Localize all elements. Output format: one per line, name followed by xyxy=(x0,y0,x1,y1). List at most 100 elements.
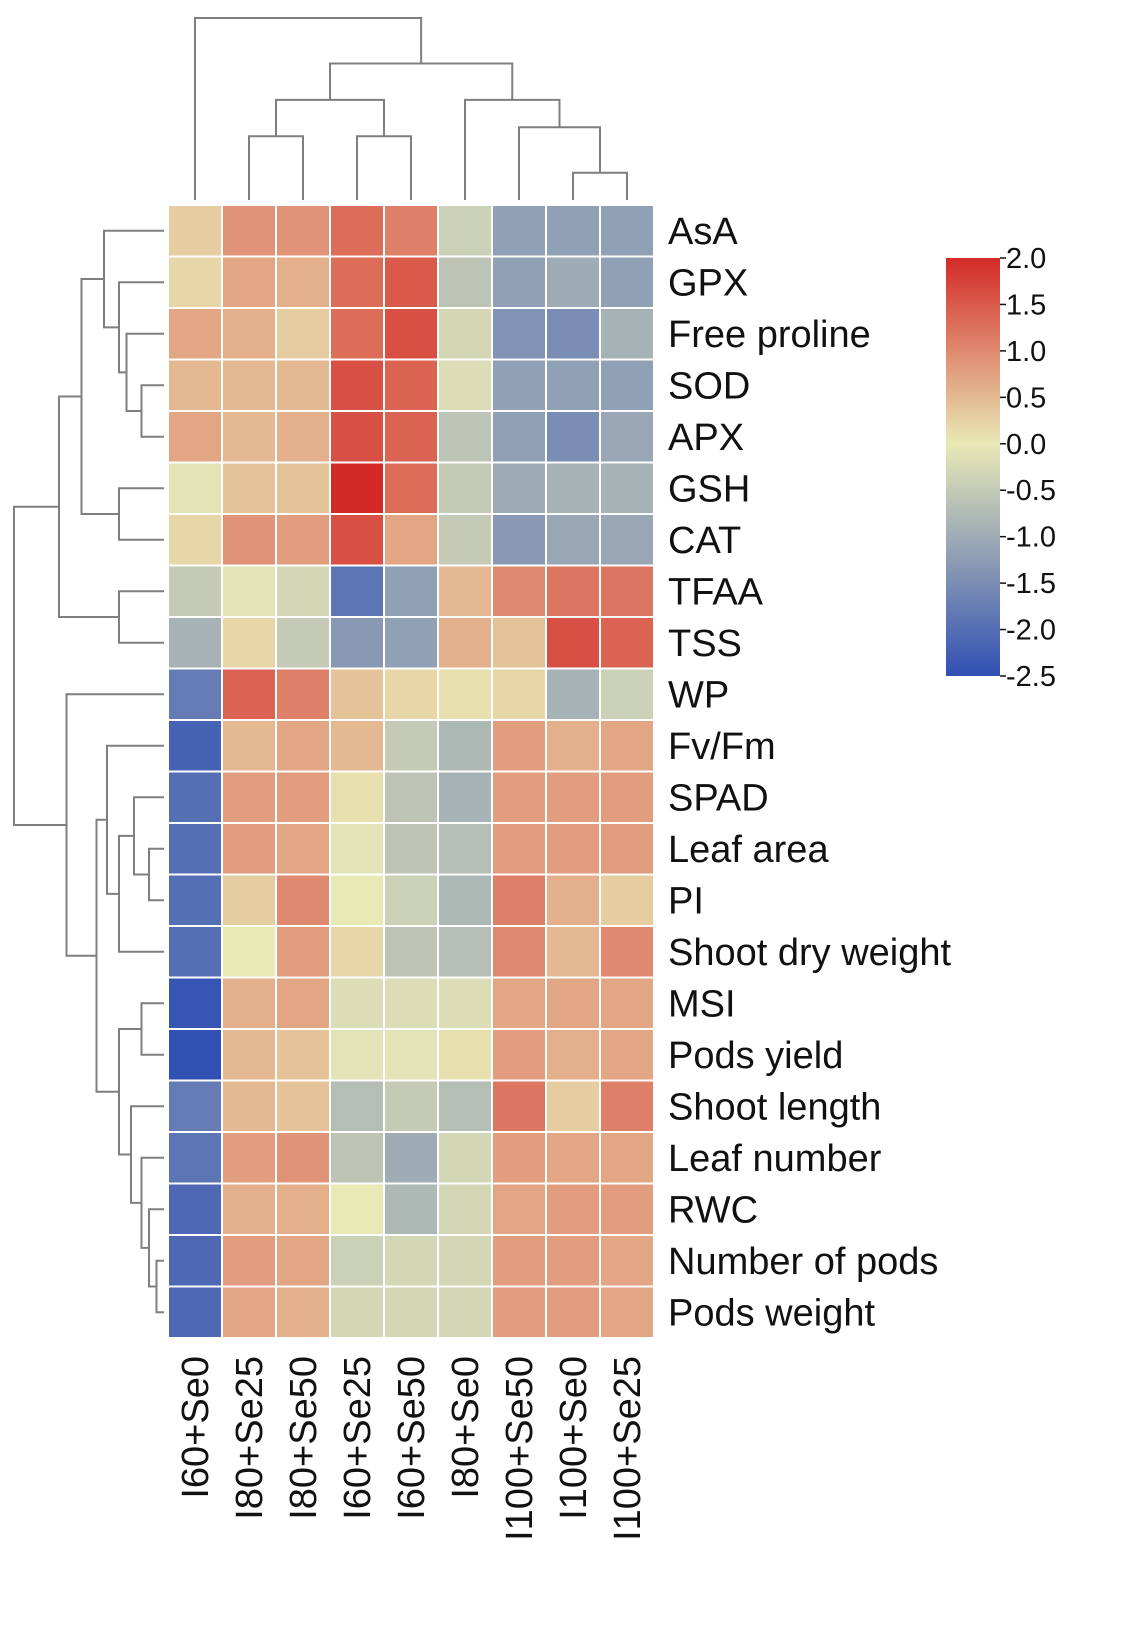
heatmap-cell xyxy=(545,255,601,309)
heatmap-cell xyxy=(599,719,655,773)
heatmap-cell xyxy=(221,461,277,515)
heatmap-cell xyxy=(491,1028,547,1082)
row-label: Shoot dry weight xyxy=(668,932,951,974)
heatmap-cell xyxy=(383,307,439,361)
heatmap-cell xyxy=(167,719,223,773)
heatmap-cell xyxy=(545,976,601,1030)
heatmap-cell xyxy=(383,513,439,567)
heatmap-cell xyxy=(275,1182,331,1236)
heatmap-cell xyxy=(491,873,547,927)
heatmap-cell xyxy=(329,204,385,258)
heatmap-cell xyxy=(545,1131,601,1185)
heatmap-cell xyxy=(491,1079,547,1133)
column-label: I100+Se25 xyxy=(607,1356,649,1541)
heatmap-cell xyxy=(437,513,493,567)
heatmap-cell xyxy=(275,564,331,618)
heatmap-cell xyxy=(167,410,223,464)
heatmap-cell xyxy=(329,410,385,464)
heatmap-cell xyxy=(491,770,547,824)
heatmap-cell xyxy=(329,564,385,618)
heatmap-cell xyxy=(545,204,601,258)
row-label: Pods weight xyxy=(668,1292,875,1334)
row-label: SPAD xyxy=(668,777,769,819)
row-label: GSH xyxy=(668,468,750,510)
heatmap-cell xyxy=(599,255,655,309)
heatmap-cell xyxy=(599,564,655,618)
column-dendrogram xyxy=(194,17,628,200)
heatmap-cell xyxy=(383,925,439,979)
heatmap-cell xyxy=(599,307,655,361)
heatmap-cell xyxy=(437,410,493,464)
heatmap-cell xyxy=(383,873,439,927)
heatmap-cell xyxy=(167,1028,223,1082)
heatmap-cell xyxy=(545,564,601,618)
dendrogram-branch xyxy=(148,847,164,902)
color-scale-tick-label: 0.0 xyxy=(1006,429,1046,461)
heatmap-cell xyxy=(491,461,547,515)
heatmap-cell xyxy=(383,255,439,309)
heatmap-cell xyxy=(437,822,493,876)
heatmap-cell xyxy=(221,1234,277,1288)
heatmap-cell xyxy=(275,719,331,773)
column-label: I60+Se0 xyxy=(175,1356,217,1499)
column-label: I80+Se25 xyxy=(229,1356,271,1520)
row-label: TFAA xyxy=(668,571,764,613)
heatmap-cell xyxy=(599,1182,655,1236)
heatmap-cell xyxy=(275,204,331,258)
column-label: I60+Se50 xyxy=(391,1356,433,1520)
heatmap-cell xyxy=(329,1028,385,1082)
row-label: SOD xyxy=(668,365,750,407)
heatmap-cell xyxy=(221,307,277,361)
heatmap-cell xyxy=(491,513,547,567)
heatmap-cell xyxy=(221,564,277,618)
heatmap-cell xyxy=(167,873,223,927)
heatmap-cell xyxy=(167,770,223,824)
dendrogram-branch xyxy=(125,332,164,412)
heatmap-cell xyxy=(167,822,223,876)
dendrogram-branch xyxy=(140,1002,164,1056)
row-labels: AsA GPX Free proline SOD APX GSH CAT TFAA TSS WP F… xyxy=(668,211,951,1335)
row-label: Fv/Fm xyxy=(668,726,776,768)
heatmap-cell xyxy=(221,255,277,309)
color-scale-tick-label: -1.5 xyxy=(1006,568,1056,600)
heatmap-cell xyxy=(545,513,601,567)
row-label: Leaf area xyxy=(668,829,829,871)
heatmap-cell xyxy=(329,873,385,927)
heatmap-cell xyxy=(599,667,655,721)
heatmap-cell xyxy=(221,925,277,979)
heatmap-cell xyxy=(329,307,385,361)
heatmap-cell xyxy=(383,822,439,876)
heatmap-cell xyxy=(275,976,331,1030)
heatmap-cell xyxy=(599,1234,655,1288)
heatmap-cell xyxy=(545,1028,601,1082)
color-scale-bar xyxy=(946,258,1000,676)
heatmap-cell xyxy=(491,1131,547,1185)
dendrogram-branch xyxy=(194,17,423,200)
heatmap-cell xyxy=(221,1028,277,1082)
color-scale-tick-label: 2.0 xyxy=(1006,243,1046,275)
heatmap-cell xyxy=(383,204,439,258)
dendrogram-branch xyxy=(155,1259,164,1314)
row-dendrogram xyxy=(13,229,164,1314)
heatmap-cell xyxy=(167,667,223,721)
heatmap-cell xyxy=(275,822,331,876)
heatmap-cell xyxy=(545,822,601,876)
heatmap-cell xyxy=(491,719,547,773)
heatmap-cell xyxy=(437,358,493,412)
heatmap-cell xyxy=(167,307,223,361)
heatmap-cell xyxy=(329,1079,385,1133)
heatmap-cell xyxy=(167,616,223,670)
heatmap-cell xyxy=(437,1028,493,1082)
dendrogram-branch xyxy=(248,135,304,200)
heatmap-cell xyxy=(383,461,439,515)
heatmap-cell xyxy=(221,616,277,670)
heatmap-cell xyxy=(545,410,601,464)
dendrogram-branch xyxy=(58,395,119,618)
heatmap-cell xyxy=(599,1285,655,1339)
row-label: TSS xyxy=(668,623,742,665)
row-label: APX xyxy=(668,417,744,459)
heatmap-cell xyxy=(167,255,223,309)
heatmap-cell xyxy=(545,1234,601,1288)
heatmap-cell xyxy=(167,1234,223,1288)
heatmap-cell xyxy=(491,1182,547,1236)
